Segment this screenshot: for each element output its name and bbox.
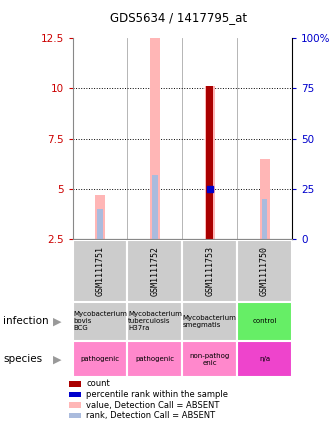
Text: percentile rank within the sample: percentile rank within the sample: [86, 390, 228, 399]
Text: value, Detection Call = ABSENT: value, Detection Call = ABSENT: [86, 401, 219, 409]
Text: control: control: [252, 319, 277, 324]
Text: n/a: n/a: [259, 356, 270, 363]
Text: GSM1111753: GSM1111753: [205, 246, 214, 296]
Bar: [207, 189, 213, 239]
Text: Mycobacterium
bovis
BCG: Mycobacterium bovis BCG: [73, 311, 127, 332]
Text: infection: infection: [3, 316, 49, 327]
Bar: [152, 175, 158, 239]
Bar: [182, 302, 237, 341]
Text: non-pathog
enic: non-pathog enic: [190, 353, 230, 366]
Text: GSM1111752: GSM1111752: [150, 246, 159, 296]
Bar: [237, 341, 292, 377]
Bar: [73, 240, 127, 302]
Bar: [69, 392, 81, 397]
Text: count: count: [86, 379, 110, 388]
Text: rank, Detection Call = ABSENT: rank, Detection Call = ABSENT: [86, 411, 215, 420]
Text: Mycobacterium
smegmatis: Mycobacterium smegmatis: [183, 315, 237, 328]
Bar: [262, 199, 267, 239]
Bar: [182, 341, 237, 377]
Text: GDS5634 / 1417795_at: GDS5634 / 1417795_at: [110, 11, 247, 24]
Bar: [237, 302, 292, 341]
Text: GSM1111751: GSM1111751: [95, 246, 105, 296]
Text: pathogenic: pathogenic: [81, 356, 119, 363]
Bar: [69, 381, 81, 387]
Bar: [205, 86, 215, 239]
Bar: [260, 159, 270, 239]
Bar: [73, 341, 127, 377]
Bar: [97, 209, 103, 239]
Bar: [69, 413, 81, 418]
Bar: [150, 38, 160, 239]
Bar: [127, 240, 182, 302]
Bar: [95, 195, 105, 239]
Bar: [237, 240, 292, 302]
Bar: [207, 86, 213, 239]
Text: ▶: ▶: [52, 316, 61, 327]
Text: ▶: ▶: [52, 354, 61, 364]
Bar: [182, 240, 237, 302]
Text: species: species: [3, 354, 43, 364]
Text: pathogenic: pathogenic: [135, 356, 175, 363]
Bar: [127, 341, 182, 377]
Text: Mycobacterium
tuberculosis
H37ra: Mycobacterium tuberculosis H37ra: [128, 311, 182, 332]
Bar: [127, 302, 182, 341]
Bar: [69, 402, 81, 408]
Bar: [73, 302, 127, 341]
Text: GSM1111750: GSM1111750: [260, 246, 269, 296]
